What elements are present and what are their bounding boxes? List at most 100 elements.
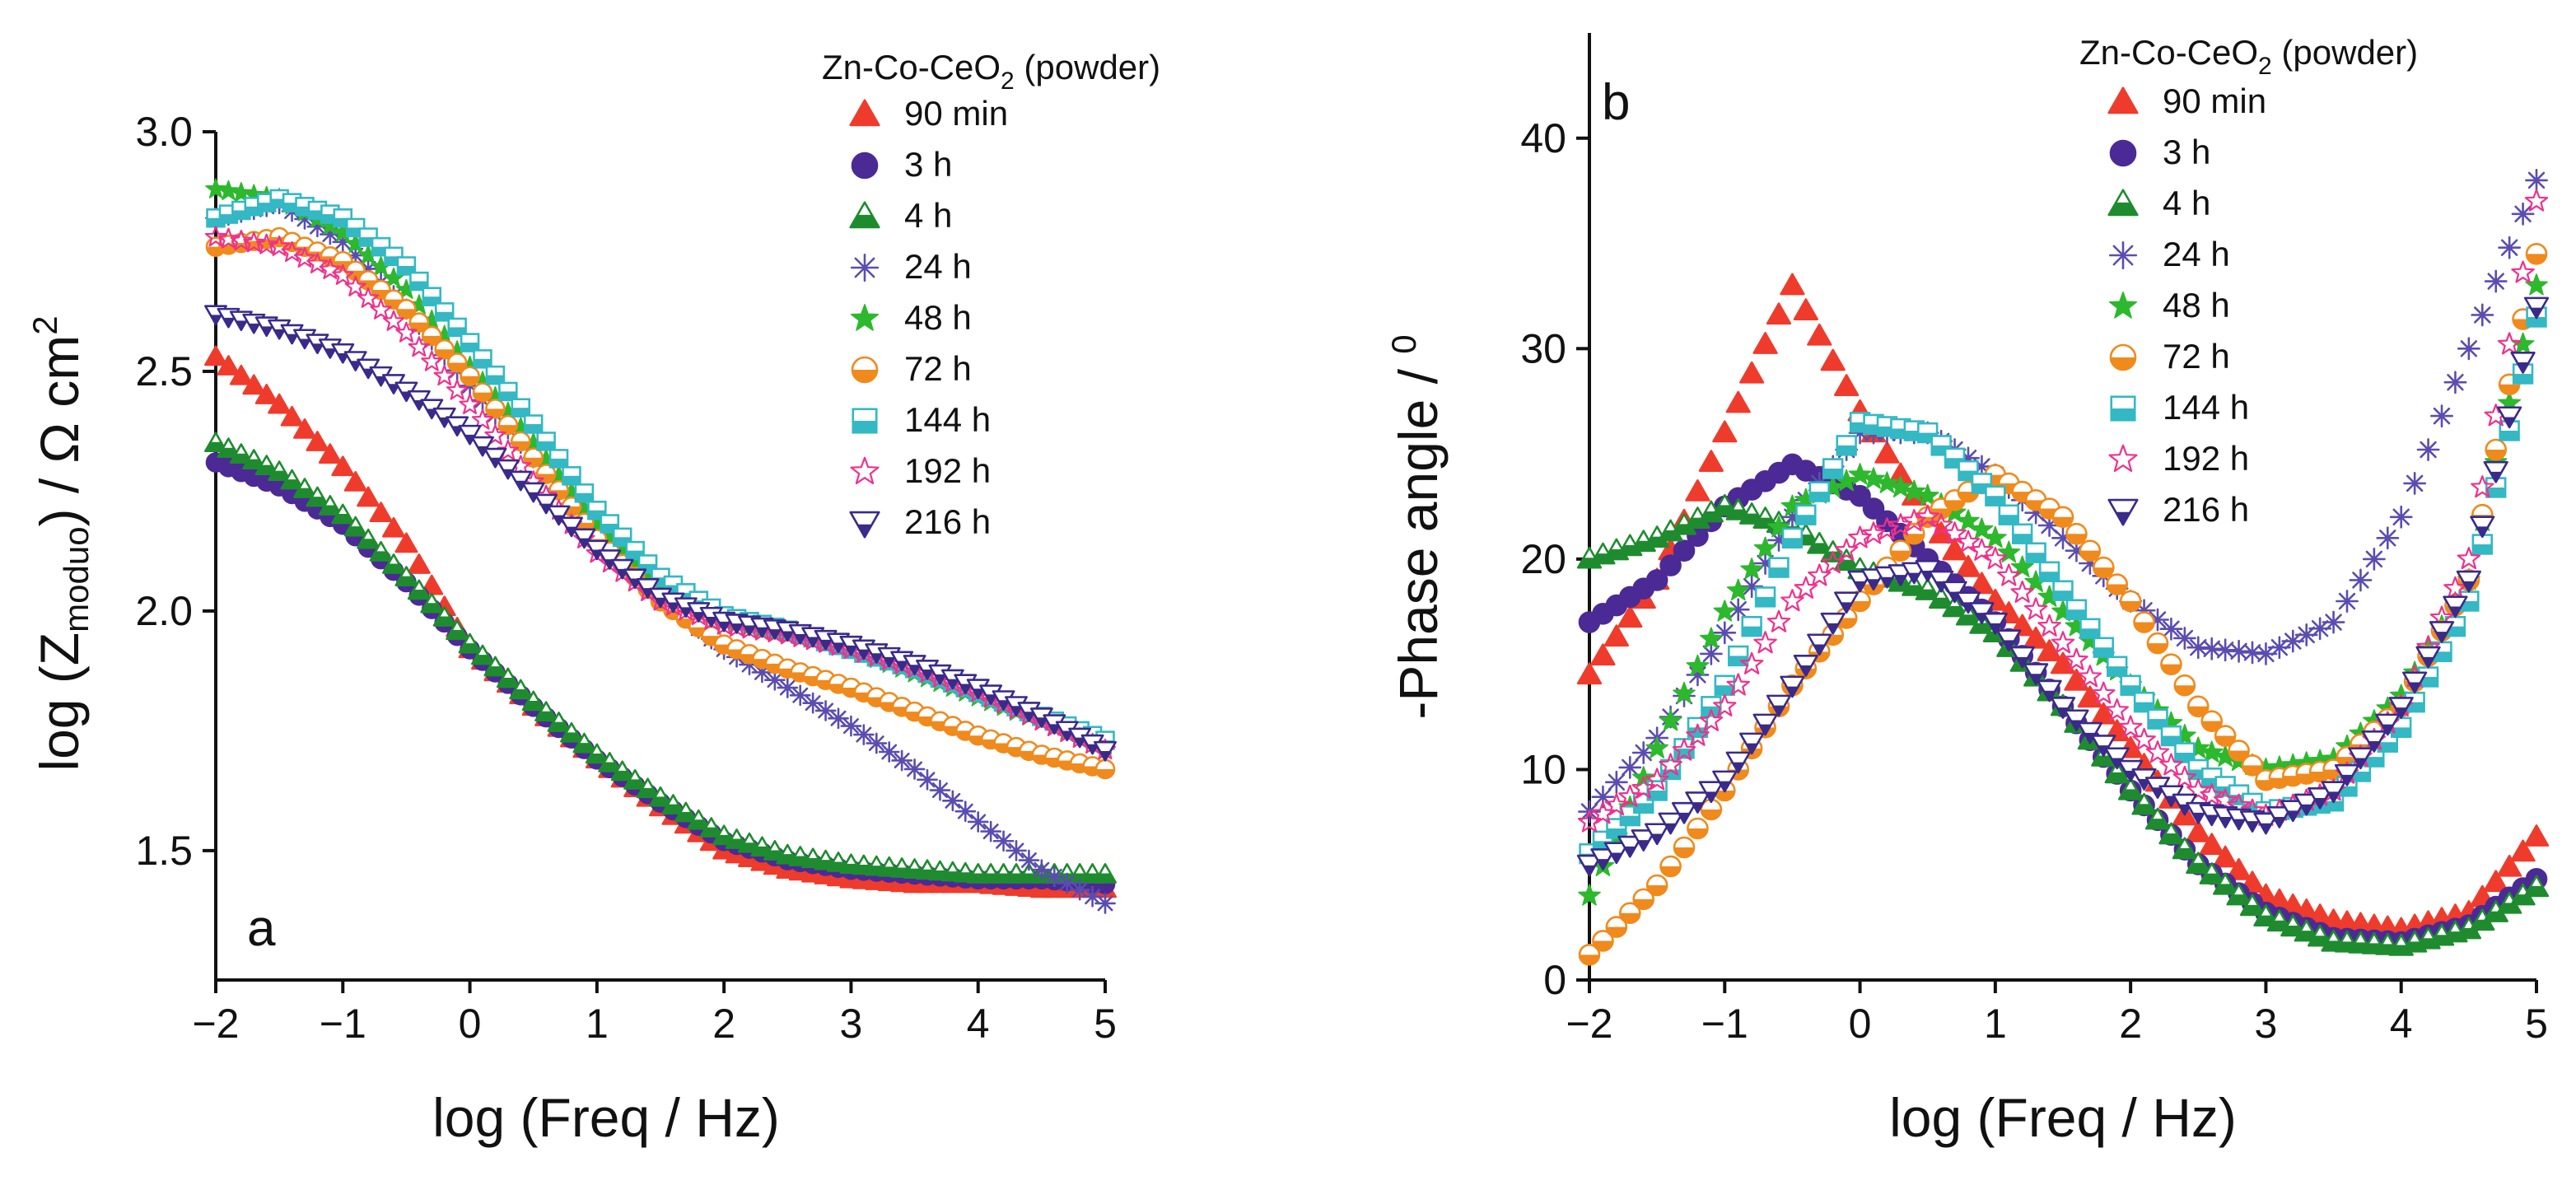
panel-b-data-point (2174, 742, 2196, 763)
panel-a-data-point (636, 777, 660, 799)
panel-a-series-216-h (204, 305, 1117, 762)
panel-b-data-point (2186, 820, 2211, 842)
panel-b-data-point (2361, 730, 2387, 753)
panel-b-data-point (1983, 525, 2007, 548)
panel-b-data-point (2213, 872, 2238, 895)
panel-a-ylabel-suffix: ) / Ω cm (29, 335, 90, 527)
panel-b-data-point (2118, 777, 2144, 800)
panel-b-data-point (1753, 536, 1777, 559)
panel-a-xtick-label: 0 (459, 1001, 482, 1047)
panel-b-data-point (2186, 636, 2210, 660)
panel-b-data-point (2186, 695, 2210, 718)
panel-a-data-point (623, 768, 647, 790)
panel-b-letter: b (1602, 74, 1630, 131)
panel-b-data-point (1618, 755, 1642, 779)
panel-b-data-point (1862, 467, 1885, 489)
panel-b-data-point (2213, 845, 2238, 868)
panel-a-xtick-label: 3 (840, 1001, 863, 1047)
panel-a-data-point (318, 443, 342, 464)
panel-a-data-point (699, 817, 723, 838)
panel-b-data-point (2023, 663, 2049, 685)
panel-b-ylabel-prefix: -Phase angle / (1388, 354, 1449, 720)
panel-a-data-point (407, 579, 431, 600)
panel-a-ylabel-prefix: log (Z (29, 632, 90, 772)
panel-b-data-point (2334, 763, 2360, 786)
panel-b-data-point (2497, 854, 2522, 877)
panel-b-legend-marker (2107, 498, 2139, 526)
panel-b-data-point (1956, 530, 1981, 553)
panel-a-data-point (268, 460, 292, 481)
panel-a-data-point (1094, 893, 1116, 914)
panel-b-data-point (1793, 298, 1818, 320)
panel-a-data-point (319, 258, 341, 279)
panel-b-data-point (1781, 527, 1804, 549)
panel-a-data-point (204, 432, 227, 453)
panel-a-data-point (460, 366, 480, 387)
panel-b-legend-marker (2108, 444, 2138, 473)
panel-b-data-point (1645, 736, 1669, 758)
panel-a-data-point (459, 393, 481, 414)
panel-b-data-point (1754, 586, 1776, 608)
panel-b-data-point (1673, 681, 1696, 704)
panel-b-data-point (2077, 685, 2102, 708)
panel-b-data-point (1955, 603, 1981, 626)
panel-b-data-point (1645, 823, 1670, 846)
panel-b-ytick-label: 20 (1520, 536, 1566, 582)
panel-b-data-point (2009, 646, 2035, 669)
panel-b-data-point (2144, 807, 2171, 830)
panel-b-data-point (1929, 513, 1953, 536)
panel-a-data-point (929, 779, 951, 801)
panel-b-data-point (1752, 332, 1778, 354)
panel-b-data-point (1985, 485, 2006, 506)
panel-b-data-point (1617, 605, 1643, 628)
panel-b-data-point (2214, 638, 2238, 662)
panel-a-data-point (878, 741, 900, 763)
panel-b-data-point (1699, 642, 1723, 665)
panel-a-data-point (268, 393, 292, 414)
panel-a-series (204, 178, 1117, 914)
panel-b-data-point (1590, 643, 1616, 666)
panel-b-data-point (1685, 791, 1710, 814)
panel-b-data-point (2349, 568, 2373, 592)
panel-b-data-point (1766, 609, 1791, 632)
panel-b-data-point (1605, 916, 1628, 938)
panel-a-data-point (853, 724, 875, 745)
panel-a-legend-label: 72 h (904, 349, 972, 388)
panel-b-data-point (2443, 595, 2468, 618)
panel-b-data-point (1875, 471, 1899, 493)
panel-a-data-point (421, 325, 442, 347)
panel-a-data-point (497, 414, 519, 436)
panel-b-data-point (1698, 781, 1724, 804)
panel-b-data-point (2388, 697, 2414, 719)
panel-a-data-point (293, 246, 316, 268)
panel-b-data-point (2485, 438, 2508, 461)
panel-b-data-point (1659, 709, 1682, 731)
panel-a-legend-marker (849, 201, 880, 229)
panel-a-data-point (293, 478, 316, 498)
panel-a-data-point (547, 712, 571, 732)
panel-a-legend-title: Zn-Co-CeO2 (powder) (822, 48, 1160, 95)
panel-b-data-point (2064, 669, 2089, 691)
panel-b-data-point (2200, 637, 2224, 660)
panel-a-legend-marker (849, 99, 880, 127)
panel-b-data-point (1997, 540, 2021, 563)
panel-b-data-point (1604, 770, 1628, 794)
panel-b-data-point (1766, 302, 1792, 325)
panel-a-data-point (521, 690, 545, 712)
panel-b-data-point (2483, 460, 2508, 483)
panel-b-data-point (2227, 639, 2251, 663)
panel-a-data-point (433, 365, 455, 386)
panel-b-legend-title-main: Zn-Co-CeO (2079, 33, 2258, 72)
panel-b-data-point (2241, 641, 2264, 665)
panel-b-data-point (2186, 778, 2210, 801)
panel-b-data-point (1645, 768, 1669, 791)
panel-b-data-point (1848, 463, 1872, 485)
panel-a-ytick-label: 2.0 (135, 588, 193, 634)
panel-b-data-point (1766, 694, 1792, 717)
panel-a-letter: a (247, 900, 276, 957)
panel-a-data-point (242, 449, 266, 469)
panel-b-data-point (1849, 484, 1871, 507)
panel-b-data-point (2172, 837, 2197, 860)
panel-b-data-point (2200, 740, 2224, 763)
